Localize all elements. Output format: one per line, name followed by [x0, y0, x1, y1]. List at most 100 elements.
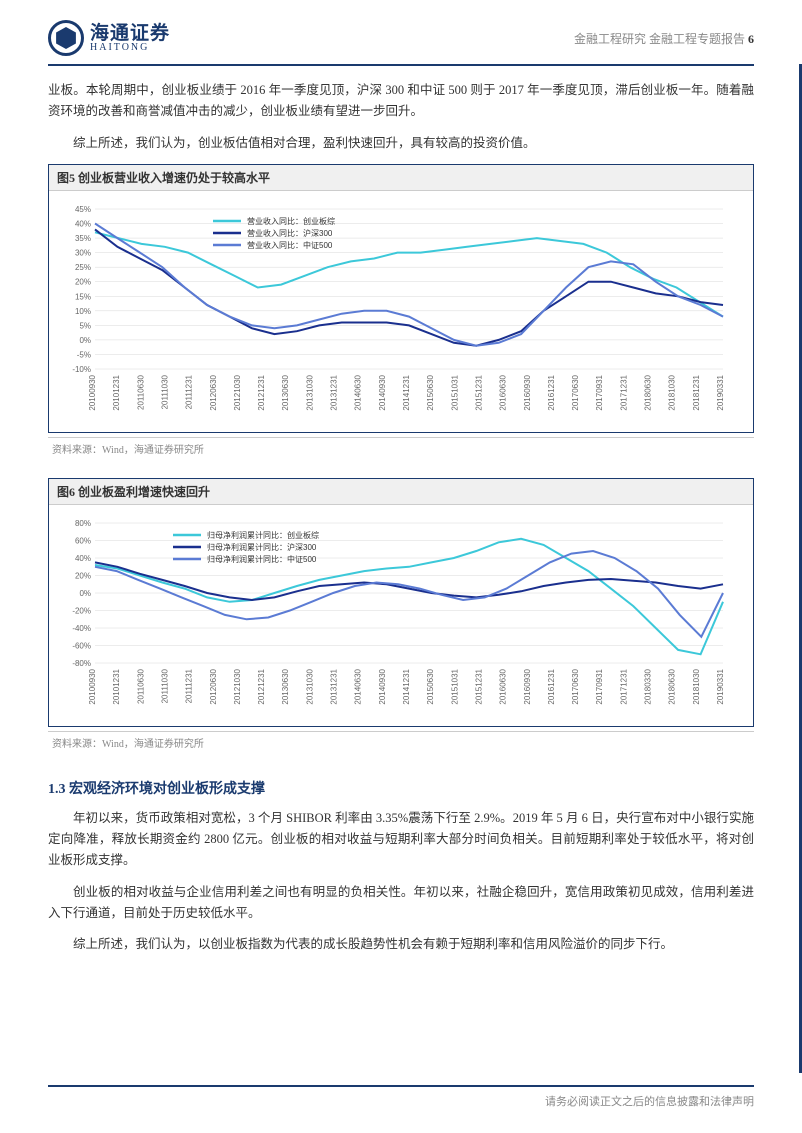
svg-text:80%: 80%: [75, 519, 91, 528]
svg-text:20160630: 20160630: [499, 668, 508, 704]
svg-text:20100930: 20100930: [88, 668, 97, 704]
svg-text:归母净利润累计同比：中证500: 归母净利润累计同比：中证500: [207, 554, 317, 564]
svg-text:60%: 60%: [75, 536, 91, 545]
page-footer: 请务必阅读正文之后的信息披露和法律声明: [48, 1085, 754, 1109]
svg-text:20121231: 20121231: [257, 374, 266, 410]
svg-text:-20%: -20%: [72, 606, 91, 615]
svg-text:20160930: 20160930: [523, 374, 532, 410]
svg-text:20120630: 20120630: [209, 668, 218, 704]
chart6-container: 图6 创业板盈利增速快速回升 -80%-60%-40%-20%0%20%40%6…: [48, 478, 754, 727]
svg-text:20131231: 20131231: [330, 374, 339, 410]
svg-text:20171231: 20171231: [619, 668, 628, 704]
svg-text:40%: 40%: [75, 554, 91, 563]
svg-text:20151031: 20151031: [450, 668, 459, 704]
intro-text: 业板。本轮周期中，创业板业绩于 2016 年一季度见顶，沪深 300 和中证 5…: [48, 80, 754, 154]
chart5-container: 图5 创业板营业收入增速仍处于较高水平 -10% -5% 0% 5% 10% 15% 20%…: [48, 164, 754, 433]
svg-text:20170630: 20170630: [571, 374, 580, 410]
svg-text:-10%: -10%: [72, 365, 91, 374]
svg-text:20160630: 20160630: [499, 374, 508, 410]
svg-text:-80%: -80%: [72, 659, 91, 668]
svg-text:20151031: 20151031: [450, 374, 459, 410]
svg-text:-40%: -40%: [72, 624, 91, 633]
sec13-p2: 创业板的相对收益与企业信用利差之间也有明显的负相关性。年初以来，社融企稳回升，宽…: [48, 882, 754, 925]
svg-text:20140630: 20140630: [354, 374, 363, 410]
svg-text:20131030: 20131030: [305, 668, 314, 704]
svg-text:20151231: 20151231: [474, 374, 483, 410]
svg-text:-5%: -5%: [77, 350, 91, 359]
svg-text:20180330: 20180330: [644, 668, 653, 704]
svg-text:35%: 35%: [75, 234, 91, 243]
svg-text:20180630: 20180630: [668, 668, 677, 704]
intro-p2: 综上所述，我们认为，创业板估值相对合理，盈利快速回升，具有较高的投资价值。: [48, 133, 754, 154]
svg-text:20140630: 20140630: [354, 668, 363, 704]
svg-text:营业收入同比：中证500: 营业收入同比：中证500: [247, 240, 333, 250]
svg-text:20181030: 20181030: [692, 668, 701, 704]
intro-p1: 业板。本轮周期中，创业板业绩于 2016 年一季度见顶，沪深 300 和中证 5…: [48, 80, 754, 123]
svg-text:20181030: 20181030: [668, 374, 677, 410]
svg-text:20170931: 20170931: [595, 668, 604, 704]
svg-text:20111231: 20111231: [185, 374, 194, 409]
svg-text:归母净利润累计同比：创业板综: 归母净利润累计同比：创业板综: [207, 530, 319, 540]
svg-text:20120630: 20120630: [209, 374, 218, 410]
chart5-svg: -10% -5% 0% 5% 10% 15% 20% 25% 30% 35% 40% 45% 20100…: [53, 199, 733, 419]
svg-text:20151231: 20151231: [474, 668, 483, 704]
svg-text:20121231: 20121231: [257, 668, 266, 704]
logo-block: 海通证券 HAITONG: [48, 20, 170, 56]
svg-text:5%: 5%: [79, 321, 91, 330]
logo-text-cn: 海通证券: [90, 24, 170, 43]
svg-text:20121030: 20121030: [233, 668, 242, 704]
svg-text:20%: 20%: [75, 277, 91, 286]
svg-text:营业收入同比：沪深300: 营业收入同比：沪深300: [247, 228, 333, 238]
sec13-p1: 年初以来，货币政策相对宽松，3 个月 SHIBOR 利率由 3.35%震荡下行至…: [48, 808, 754, 872]
sec13-p3: 综上所述，我们认为，以创业板指数为代表的成长股趋势性机会有赖于短期利率和信用风险…: [48, 934, 754, 955]
svg-text:20190331: 20190331: [716, 668, 725, 704]
svg-text:20141231: 20141231: [402, 374, 411, 410]
svg-text:20171231: 20171231: [619, 374, 628, 410]
svg-text:20111030: 20111030: [160, 668, 169, 703]
svg-text:15%: 15%: [75, 292, 91, 301]
svg-text:20121030: 20121030: [233, 374, 242, 410]
svg-text:20150630: 20150630: [426, 374, 435, 410]
svg-text:20110630: 20110630: [136, 668, 145, 704]
svg-text:45%: 45%: [75, 205, 91, 214]
logo-text-en: HAITONG: [90, 43, 170, 53]
svg-text:20131231: 20131231: [330, 668, 339, 704]
svg-text:20141231: 20141231: [402, 668, 411, 704]
svg-text:-60%: -60%: [72, 641, 91, 650]
svg-text:20110630: 20110630: [136, 374, 145, 410]
page-header: 海通证券 HAITONG 金融工程研究 金融工程专题报告 6: [48, 20, 754, 66]
svg-text:20111231: 20111231: [185, 668, 194, 703]
svg-text:20150630: 20150630: [426, 668, 435, 704]
svg-text:20130630: 20130630: [281, 668, 290, 704]
svg-text:20101231: 20101231: [112, 668, 121, 704]
page-number: 6: [748, 32, 754, 46]
svg-text:10%: 10%: [75, 307, 91, 316]
svg-text:20100930: 20100930: [88, 374, 97, 410]
svg-text:20131030: 20131030: [305, 374, 314, 410]
footer-text: 请务必阅读正文之后的信息披露和法律声明: [545, 1096, 754, 1108]
chart5-source: 资料来源：Wind，海通证券研究所: [48, 437, 754, 468]
breadcrumb-text: 金融工程研究 金融工程专题报告: [574, 32, 745, 46]
svg-text:20%: 20%: [75, 571, 91, 580]
svg-text:30%: 30%: [75, 248, 91, 257]
svg-text:40%: 40%: [75, 219, 91, 228]
svg-text:20170630: 20170630: [571, 668, 580, 704]
svg-text:20160930: 20160930: [523, 668, 532, 704]
svg-text:20161231: 20161231: [547, 374, 556, 410]
svg-text:20101231: 20101231: [112, 374, 121, 410]
svg-text:25%: 25%: [75, 263, 91, 272]
svg-text:0%: 0%: [79, 336, 91, 345]
svg-text:20140930: 20140930: [378, 668, 387, 704]
svg-text:归母净利润累计同比：沪深300: 归母净利润累计同比：沪深300: [207, 542, 317, 552]
chart6-source: 资料来源：Wind，海通证券研究所: [48, 731, 754, 762]
svg-text:20161231: 20161231: [547, 668, 556, 704]
svg-text:20170931: 20170931: [595, 374, 604, 410]
section-1-3-heading: 1.3 宏观经济环境对创业板形成支撑: [48, 778, 754, 798]
svg-text:20180630: 20180630: [644, 374, 653, 410]
svg-text:20190331: 20190331: [716, 374, 725, 410]
chart6-svg: -80% -60% -40% -20% 0% 20% 40% 60% 80% 20100930 20…: [53, 513, 733, 713]
svg-text:0%: 0%: [79, 589, 91, 598]
chart5-title: 图5 创业板营业收入增速仍处于较高水平: [49, 165, 753, 191]
svg-text:20140930: 20140930: [378, 374, 387, 410]
section-1-3-text: 年初以来，货币政策相对宽松，3 个月 SHIBOR 利率由 3.35%震荡下行至…: [48, 808, 754, 956]
